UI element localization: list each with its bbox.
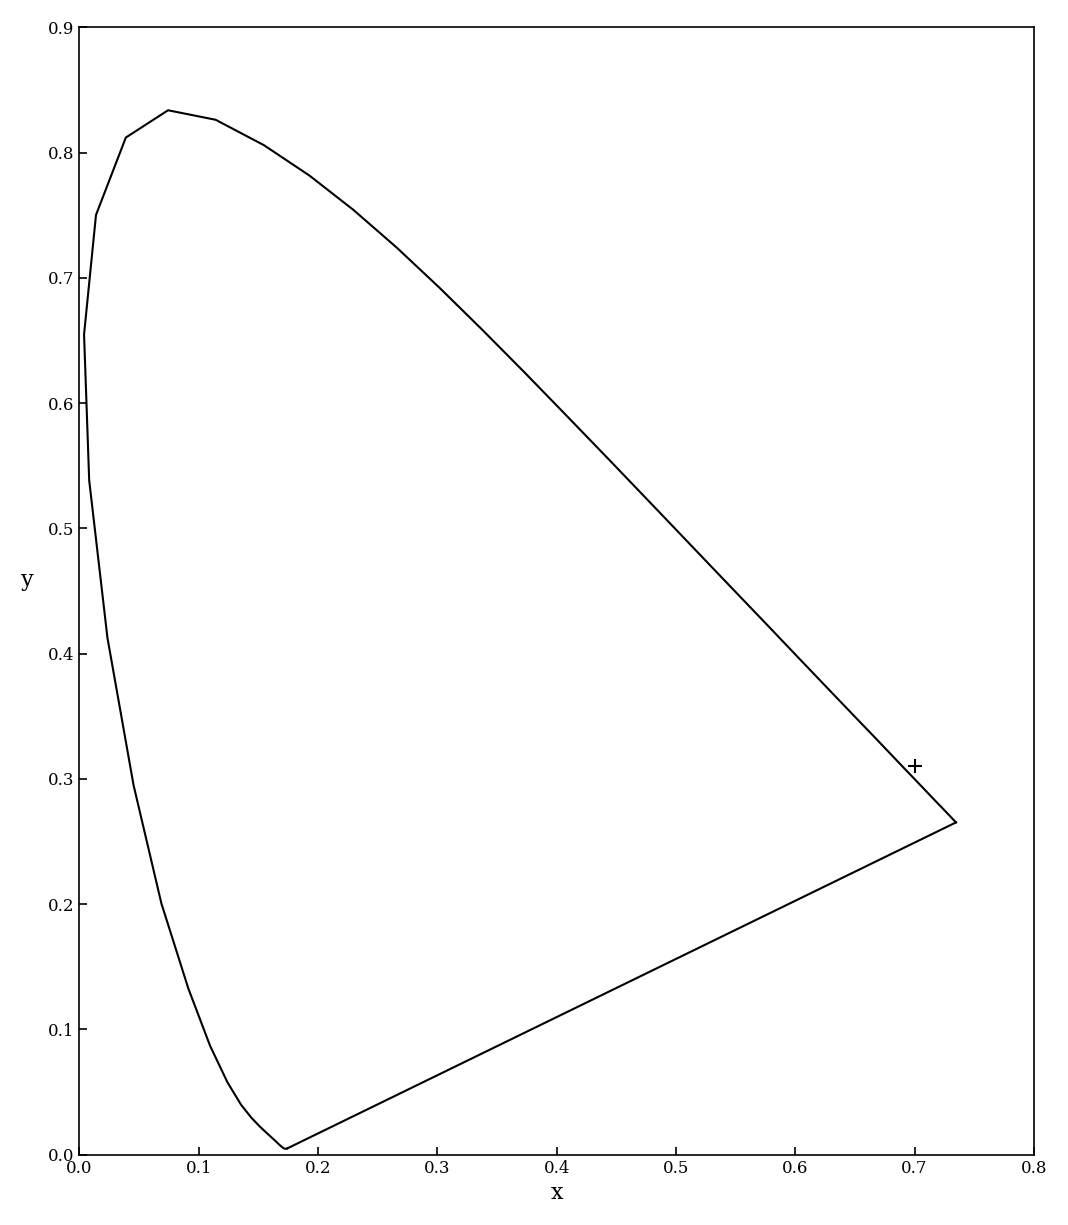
Y-axis label: y: y	[21, 570, 33, 590]
X-axis label: x: x	[550, 1182, 563, 1204]
